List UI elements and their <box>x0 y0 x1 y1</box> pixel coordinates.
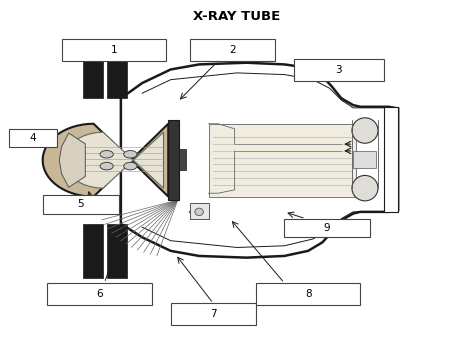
Ellipse shape <box>195 208 203 216</box>
Ellipse shape <box>124 151 137 158</box>
Bar <box>168 120 179 200</box>
Text: 5: 5 <box>77 199 84 209</box>
Bar <box>256 283 360 305</box>
Bar <box>107 224 127 278</box>
Bar <box>209 124 356 197</box>
Bar <box>384 107 398 212</box>
Text: 6: 6 <box>96 289 103 299</box>
Bar <box>107 44 127 98</box>
Bar <box>43 195 118 214</box>
Text: 2: 2 <box>229 45 236 55</box>
Bar <box>284 219 370 237</box>
Ellipse shape <box>352 176 378 201</box>
Text: 9: 9 <box>324 223 330 233</box>
Text: 7: 7 <box>210 310 217 319</box>
Text: 3: 3 <box>336 65 342 75</box>
Ellipse shape <box>352 118 378 143</box>
Bar <box>171 303 256 325</box>
Polygon shape <box>121 63 398 258</box>
Bar <box>47 283 152 305</box>
Ellipse shape <box>124 162 137 170</box>
Text: 4: 4 <box>30 133 36 143</box>
Polygon shape <box>64 132 164 188</box>
Text: 8: 8 <box>305 289 311 299</box>
Polygon shape <box>59 133 85 187</box>
Bar <box>353 151 376 168</box>
Bar <box>83 44 103 98</box>
Bar <box>9 129 57 147</box>
Text: X-RAY TUBE: X-RAY TUBE <box>193 10 281 23</box>
Bar <box>294 59 384 81</box>
Bar <box>83 224 103 278</box>
Bar <box>190 39 275 61</box>
Ellipse shape <box>100 162 113 170</box>
Text: 1: 1 <box>110 45 117 55</box>
Bar <box>190 203 209 219</box>
Ellipse shape <box>100 151 113 158</box>
Bar <box>62 39 166 61</box>
Polygon shape <box>43 124 168 197</box>
Bar <box>179 149 186 170</box>
